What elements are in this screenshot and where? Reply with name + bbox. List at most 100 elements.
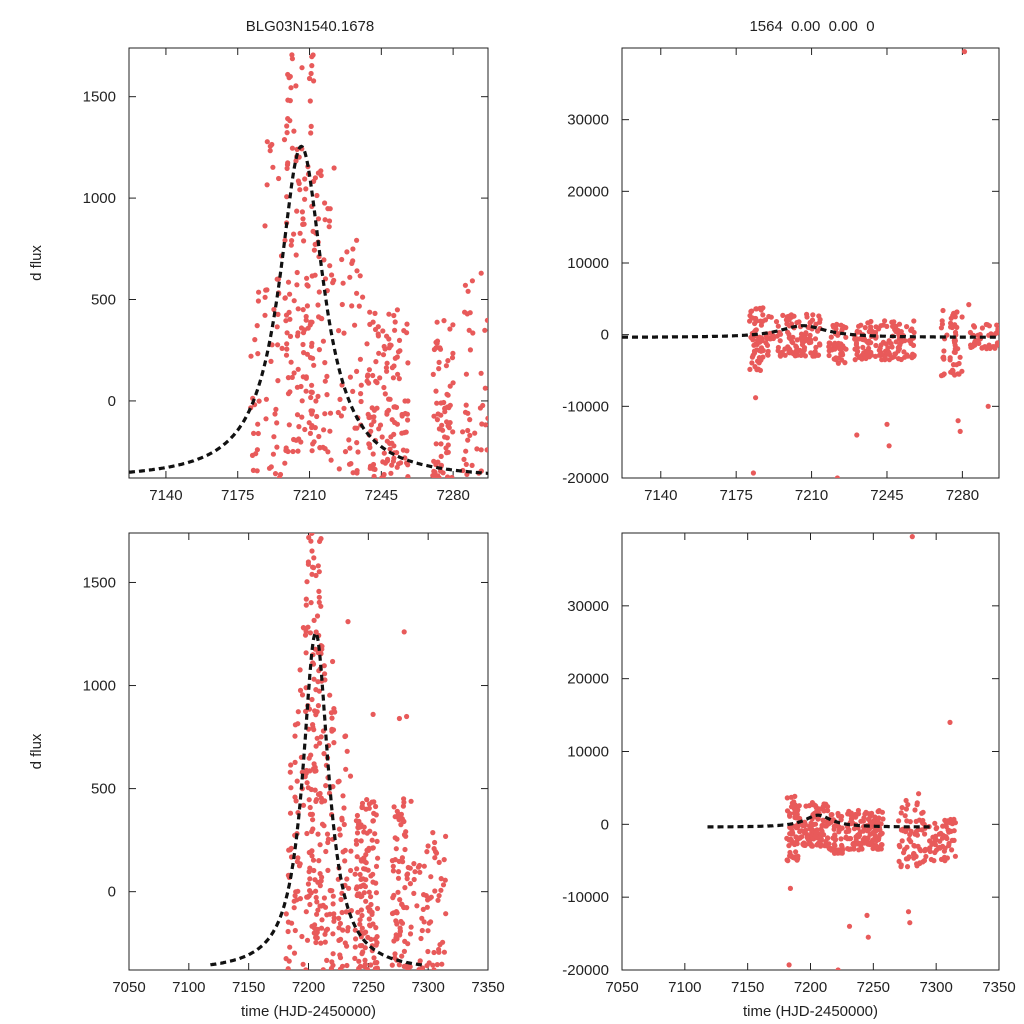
data-point — [302, 426, 308, 433]
data-point — [366, 441, 372, 447]
data-point — [394, 836, 400, 842]
data-point — [307, 811, 313, 818]
data-point — [311, 78, 317, 84]
data-point — [865, 835, 871, 841]
data-point — [322, 671, 328, 677]
data-point — [414, 903, 420, 909]
data-point — [291, 950, 298, 956]
data-point — [384, 333, 390, 339]
data-point — [436, 859, 442, 866]
data-point — [371, 418, 377, 424]
data-point — [344, 876, 350, 882]
data-point — [286, 422, 292, 428]
data-point — [435, 897, 441, 903]
data-point — [787, 812, 793, 818]
data-point — [913, 818, 919, 825]
data-point — [463, 371, 469, 377]
data-point — [437, 346, 444, 352]
data-point — [282, 237, 288, 243]
data-point — [354, 237, 360, 243]
data-point — [865, 934, 871, 940]
data-point — [348, 461, 354, 467]
data-point — [889, 355, 895, 361]
data-point — [441, 949, 447, 955]
data-point — [832, 832, 838, 838]
x-tick-label: 7350 — [471, 979, 504, 996]
data-point — [480, 402, 486, 409]
data-point — [947, 719, 953, 726]
data-point — [291, 905, 297, 911]
data-point — [405, 474, 411, 478]
data-point — [846, 846, 852, 852]
data-point — [877, 827, 883, 833]
data-point — [843, 835, 849, 841]
data-point — [362, 858, 368, 865]
data-point — [817, 319, 823, 325]
data-point — [880, 816, 886, 822]
y-tick-label: 30000 — [567, 112, 609, 129]
data-point — [402, 455, 408, 461]
data-point — [906, 854, 912, 860]
data-point — [365, 867, 371, 873]
data-point — [287, 769, 293, 775]
y-tick-label: 1000 — [83, 190, 116, 207]
data-point — [310, 817, 316, 823]
data-point — [951, 338, 957, 344]
data-point — [358, 391, 364, 397]
x-tick-label: 7280 — [436, 487, 469, 504]
data-point — [435, 459, 441, 465]
data-point — [355, 449, 361, 455]
data-point — [377, 375, 383, 381]
data-point — [354, 368, 360, 374]
data-point — [462, 309, 468, 315]
data-point — [311, 362, 317, 368]
data-point — [303, 628, 309, 635]
data-point — [784, 795, 790, 801]
data-point — [988, 331, 994, 337]
data-point — [394, 808, 400, 814]
data-point — [339, 256, 345, 263]
data-point — [401, 948, 407, 955]
data-point — [381, 343, 387, 350]
data-point — [467, 432, 473, 438]
data-point — [767, 330, 773, 336]
data-point — [368, 894, 374, 900]
data-point — [425, 928, 431, 934]
data-point — [266, 465, 273, 471]
data-point — [364, 373, 371, 379]
data-point — [361, 866, 367, 872]
data-point — [309, 848, 315, 854]
data-point — [394, 421, 400, 427]
data-point — [826, 352, 832, 359]
data-point — [372, 831, 378, 837]
data-point — [363, 898, 369, 904]
data-point — [463, 448, 469, 454]
data-point — [346, 437, 352, 443]
data-point — [395, 889, 401, 895]
data-point — [289, 52, 295, 58]
data-point — [436, 366, 442, 372]
data-point — [365, 847, 371, 854]
data-point — [397, 929, 403, 935]
data-point — [933, 837, 939, 843]
data-point — [815, 328, 821, 334]
data-point — [352, 322, 358, 328]
data-point — [957, 428, 963, 434]
data-point — [357, 963, 363, 970]
data-point — [315, 703, 321, 709]
data-point — [317, 883, 323, 889]
data-point — [357, 883, 364, 890]
data-point — [275, 342, 281, 348]
data-point — [336, 925, 342, 931]
data-point — [790, 854, 796, 861]
data-point — [886, 351, 892, 357]
data-point — [374, 959, 380, 966]
data-point — [953, 309, 960, 315]
data-point — [904, 864, 911, 870]
data-point — [270, 164, 276, 170]
y-tick-label: 0 — [601, 327, 609, 344]
data-point — [821, 808, 827, 814]
data-point — [330, 901, 336, 907]
data-point — [399, 901, 405, 908]
data-point — [338, 936, 344, 943]
